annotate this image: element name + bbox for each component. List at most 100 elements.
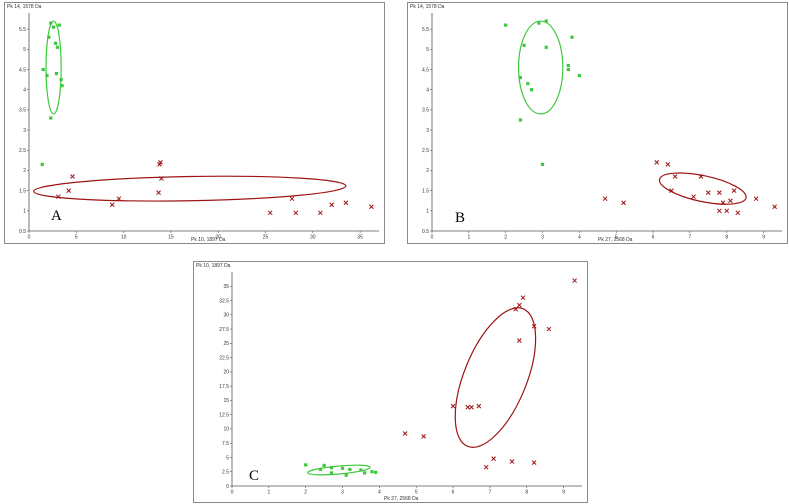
data-point-b-s0 bbox=[566, 67, 570, 72]
y-tick-label-b: 5.5 bbox=[422, 27, 429, 33]
cross-stroke bbox=[293, 210, 299, 216]
data-point-c-s0 bbox=[340, 466, 345, 470]
cross-stroke bbox=[156, 190, 161, 196]
x-tick-label-c: 3 bbox=[341, 490, 344, 496]
cluster-ellipse-b-1 bbox=[658, 172, 747, 205]
data-point-a-s1 bbox=[116, 196, 122, 202]
data-point-a-s0 bbox=[51, 25, 56, 29]
plot-panel-a: 0.5 1 1.5 2 2.5 3 3.5 4 4.5 5 5.5 0 5 10 15 20 25 30 35 Pk… bbox=[4, 2, 385, 244]
y-tick-label-b: 4.5 bbox=[422, 67, 429, 73]
x-tick-label-b: 3 bbox=[541, 235, 544, 241]
cross-stroke bbox=[672, 174, 678, 179]
y-tick-label-c: 7.5 bbox=[222, 441, 229, 447]
data-point-a-s0 bbox=[45, 73, 49, 78]
data-point-a-s1 bbox=[159, 176, 164, 181]
data-point-a-s0 bbox=[60, 84, 64, 88]
data-point-b-s1 bbox=[665, 162, 671, 167]
data-point-b-s1 bbox=[654, 160, 660, 165]
x-tick-label-a: 10 bbox=[121, 235, 127, 241]
y-axis-label-b: Pk 14, 1578 Da bbox=[410, 4, 445, 10]
x-tick-label-c: 2 bbox=[304, 490, 307, 496]
cluster-ellipse-b-0 bbox=[517, 20, 564, 115]
cross-stroke bbox=[109, 202, 115, 208]
data-point-a-s0 bbox=[59, 78, 63, 82]
x-tick-label-b: 2 bbox=[504, 235, 507, 241]
cross-stroke bbox=[157, 162, 162, 167]
data-point-c-s1 bbox=[531, 460, 537, 465]
y-tick-label-b: 1 bbox=[426, 209, 429, 215]
cross-stroke bbox=[289, 196, 295, 202]
x-tick-label-b: 6 bbox=[652, 235, 655, 241]
x-tick-label-b: 7 bbox=[689, 235, 692, 241]
cross-stroke bbox=[66, 188, 72, 193]
y-tick-label-c: 12.5 bbox=[219, 412, 229, 418]
cross-stroke bbox=[772, 204, 777, 210]
panel-letter-c: C bbox=[249, 468, 260, 484]
cluster-ellipse-c-0 bbox=[307, 464, 371, 476]
data-point-b-s1 bbox=[735, 210, 741, 216]
data-point-c-s1 bbox=[402, 431, 408, 436]
cross-stroke bbox=[469, 404, 474, 410]
data-point-a-s1 bbox=[293, 210, 299, 216]
data-point-a-s1 bbox=[267, 210, 273, 216]
cross-stroke bbox=[691, 194, 696, 200]
x-axis-label-b: Pk 27, 2568 Da bbox=[598, 237, 633, 243]
y-tick-label-c: 22.5 bbox=[219, 355, 229, 361]
data-point-c-s1 bbox=[509, 459, 515, 464]
data-point-c-s0 bbox=[363, 471, 367, 475]
cross-stroke bbox=[343, 200, 349, 206]
data-point-c-s0 bbox=[348, 467, 352, 472]
x-tick-label-c: 5 bbox=[415, 490, 418, 496]
data-point-a-s0 bbox=[40, 162, 44, 166]
y-tick-label-c: 15 bbox=[223, 398, 229, 404]
cross-stroke bbox=[55, 194, 61, 200]
cluster-ellipse-a-1 bbox=[33, 175, 347, 202]
y-tick-label-b: 3 bbox=[426, 128, 429, 134]
data-point-b-s1 bbox=[672, 174, 678, 179]
data-point-c-s1 bbox=[421, 433, 426, 439]
x-tick-label-a: 25 bbox=[263, 235, 269, 241]
scatter-plot-a: 0.5 1 1.5 2 2.5 3 3.5 4 4.5 5 5.5 0 5 10 15 20 25 30 35 bbox=[19, 13, 379, 241]
data-point-c-s1 bbox=[465, 404, 471, 410]
data-point-b-s1 bbox=[717, 208, 722, 214]
data-point-b-s1 bbox=[698, 174, 704, 179]
data-point-a-s1 bbox=[109, 202, 115, 208]
cross-stroke bbox=[717, 208, 722, 214]
cross-stroke bbox=[402, 431, 408, 436]
cross-stroke bbox=[717, 190, 722, 196]
cross-stroke bbox=[546, 326, 552, 332]
cross-stroke bbox=[572, 278, 577, 283]
y-tick-label-b: 2 bbox=[426, 168, 429, 174]
data-point-b-s0 bbox=[522, 43, 526, 47]
x-tick-label-a: 15 bbox=[168, 235, 174, 241]
cross-stroke bbox=[465, 404, 471, 410]
data-point-c-s0 bbox=[374, 470, 378, 474]
cross-stroke bbox=[531, 460, 537, 465]
x-tick-label-a: 5 bbox=[75, 235, 78, 241]
data-point-a-s0 bbox=[53, 41, 58, 45]
data-point-c-s1 bbox=[520, 295, 526, 301]
x-tick-label-c: 0 bbox=[231, 490, 234, 496]
data-point-c-s1 bbox=[476, 403, 482, 409]
cross-stroke bbox=[705, 190, 711, 196]
y-tick-label-a: 0.5 bbox=[19, 229, 26, 235]
cross-stroke bbox=[329, 202, 335, 208]
y-tick-label-a: 5.5 bbox=[19, 27, 26, 33]
cross-stroke bbox=[517, 338, 522, 343]
data-point-b-s1 bbox=[731, 188, 737, 193]
cross-stroke bbox=[531, 323, 537, 329]
cross-stroke bbox=[724, 208, 730, 214]
x-tick-label-a: 30 bbox=[310, 235, 316, 241]
data-point-a-s0 bbox=[49, 21, 53, 25]
data-point-b-s1 bbox=[669, 188, 674, 193]
cross-stroke bbox=[665, 162, 671, 167]
data-point-c-s1 bbox=[572, 278, 577, 283]
data-point-b-s0 bbox=[518, 75, 523, 80]
y-tick-label-c: 27.5 bbox=[219, 327, 229, 333]
data-point-c-s1 bbox=[450, 403, 456, 409]
y-tick-label-c: 35 bbox=[223, 284, 229, 290]
cross-stroke bbox=[669, 188, 674, 193]
y-tick-label-c: 2.5 bbox=[222, 470, 229, 476]
data-point-c-s0 bbox=[318, 467, 323, 472]
y-tick-label-a: 1 bbox=[23, 209, 26, 215]
